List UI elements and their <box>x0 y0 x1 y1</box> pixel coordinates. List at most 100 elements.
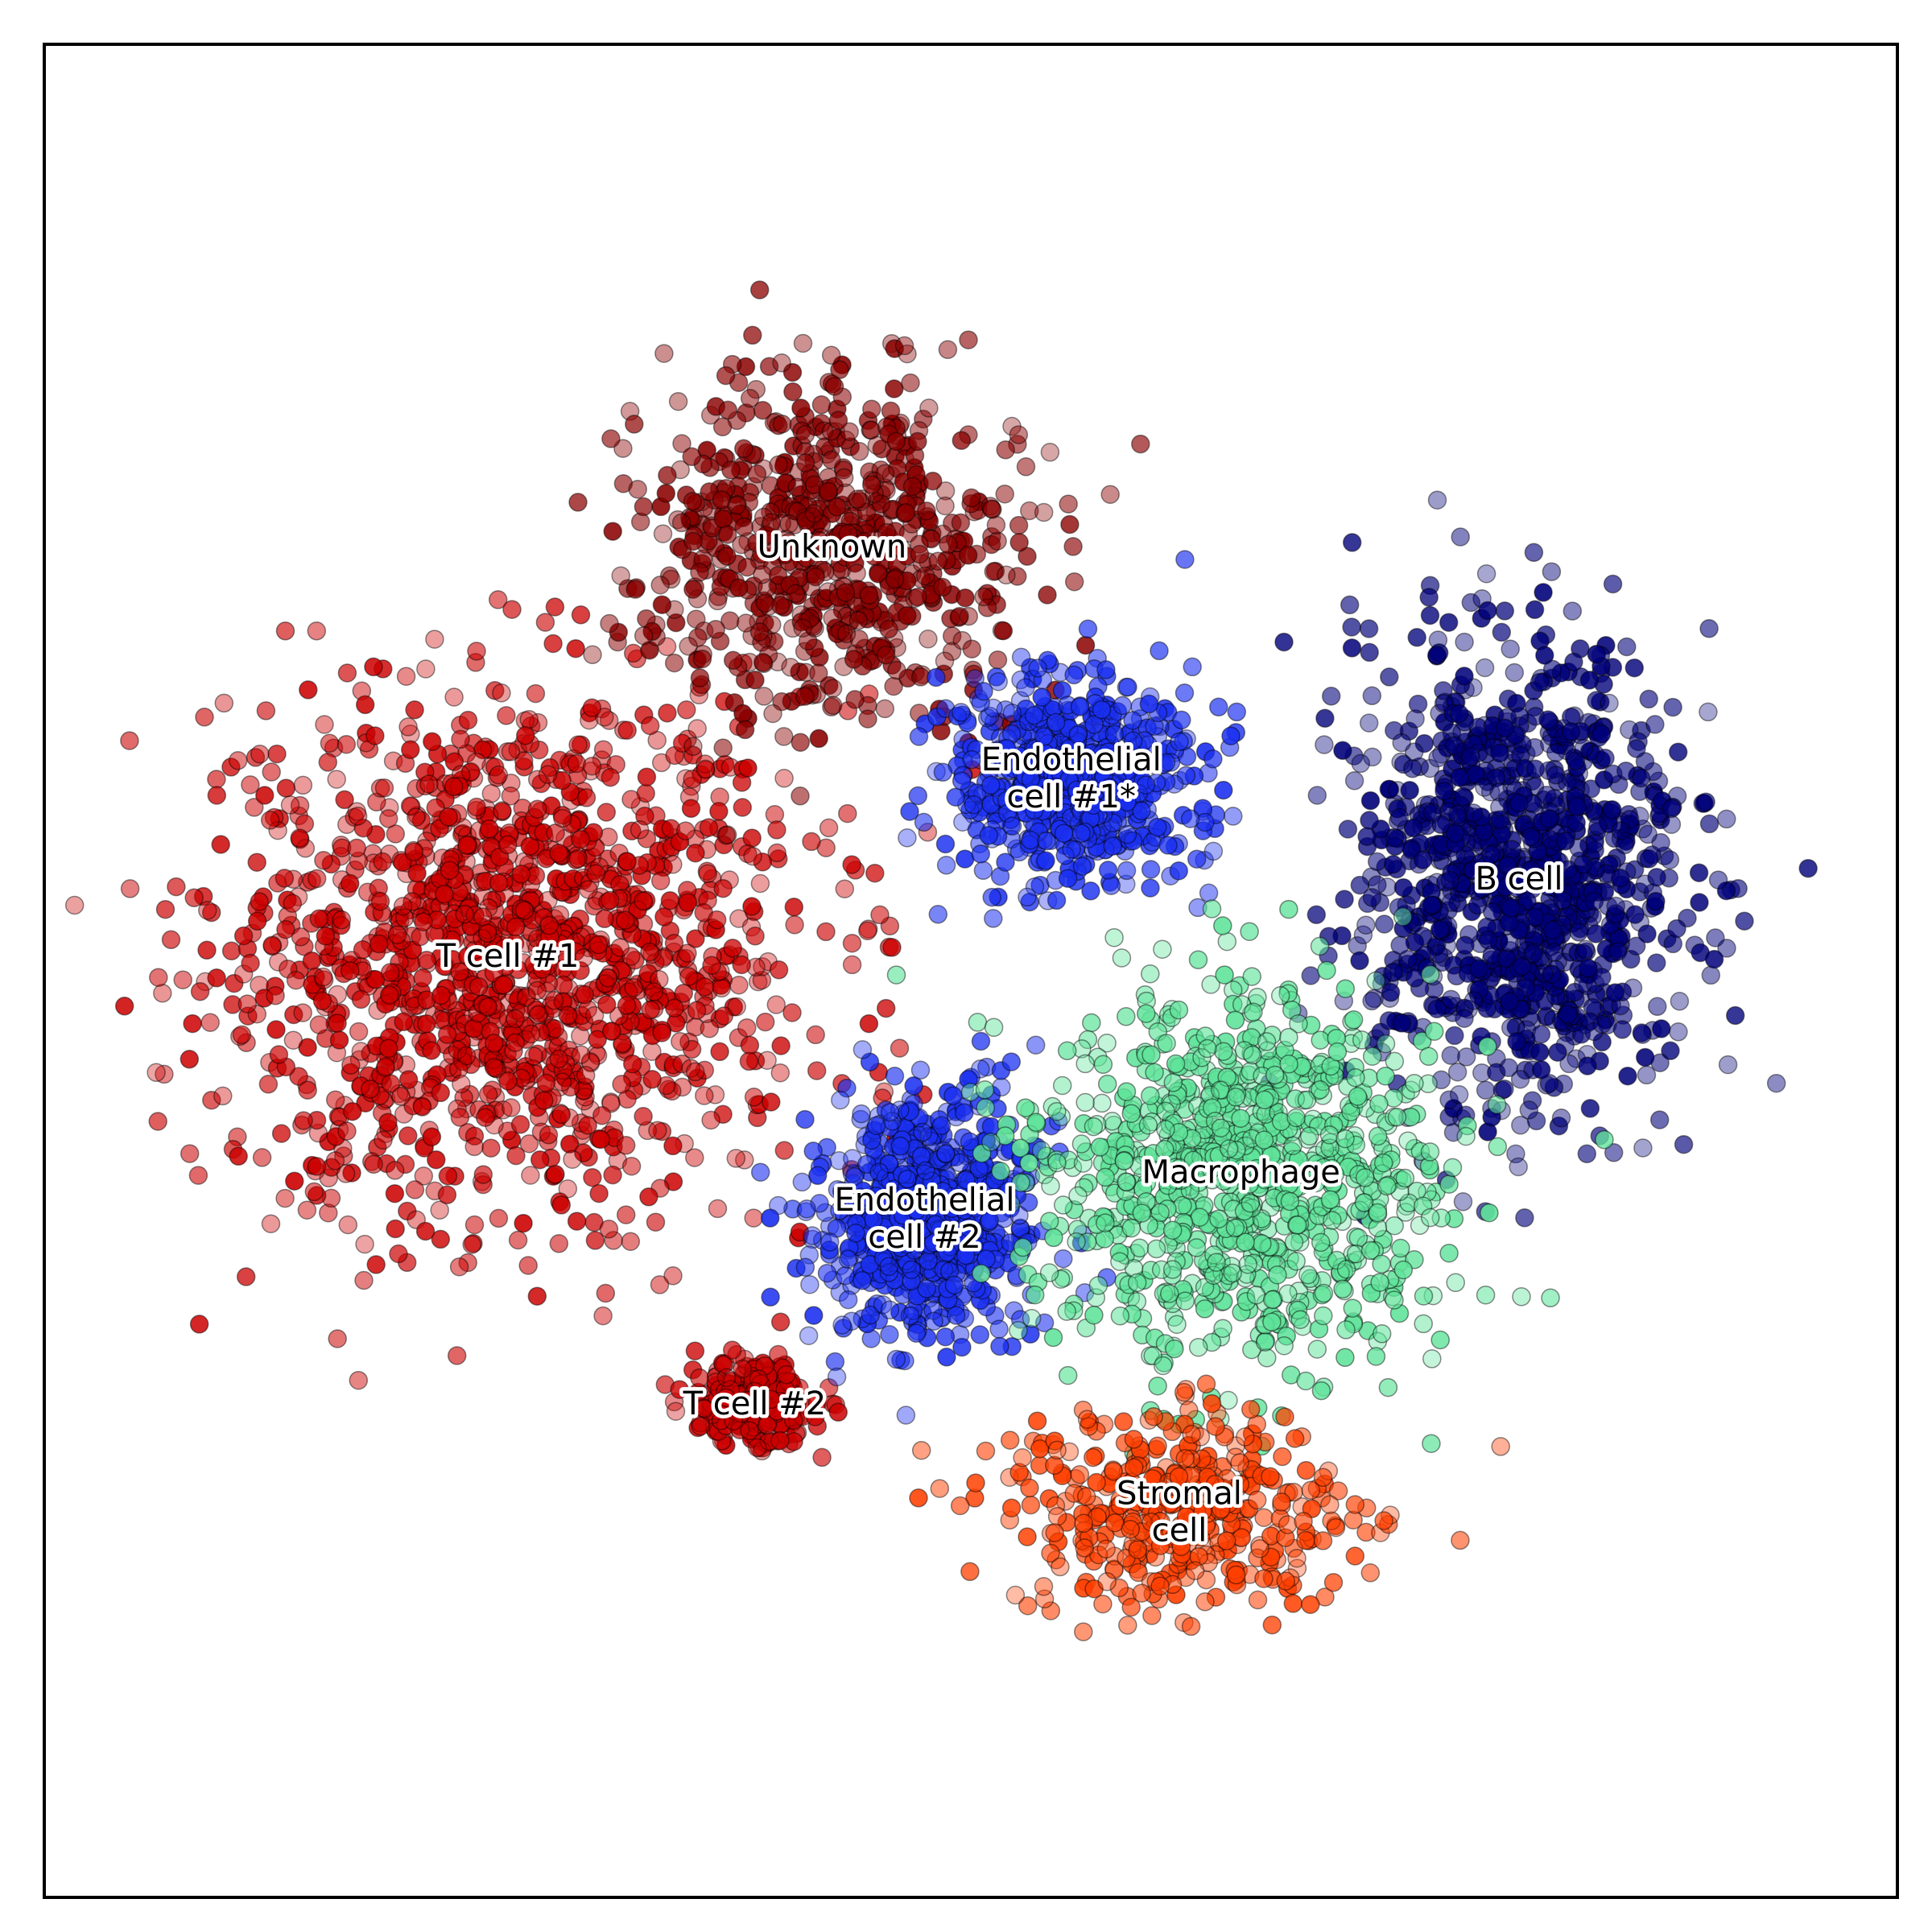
data-point <box>347 838 366 858</box>
data-point <box>1227 702 1247 722</box>
data-point <box>370 891 390 911</box>
data-point <box>1667 919 1686 939</box>
data-point <box>318 753 338 772</box>
data-point <box>803 1141 823 1161</box>
data-point <box>1002 704 1022 723</box>
data-point <box>683 492 703 511</box>
data-point <box>717 825 737 844</box>
data-point <box>695 977 715 997</box>
data-point <box>1587 644 1607 664</box>
data-point <box>696 759 716 779</box>
data-point <box>685 1341 705 1360</box>
data-point <box>214 693 234 713</box>
data-point <box>943 1086 963 1105</box>
data-point <box>559 1134 580 1154</box>
data-point <box>425 630 444 649</box>
data-point <box>1523 943 1543 964</box>
data-point <box>880 1300 900 1320</box>
data-point <box>501 742 521 762</box>
data-point <box>1183 657 1202 677</box>
data-point <box>585 1231 605 1250</box>
data-point <box>380 985 399 1005</box>
data-point <box>378 1038 398 1059</box>
data-point <box>527 980 547 1001</box>
data-point <box>180 1144 200 1163</box>
data-point <box>539 915 559 935</box>
data-point <box>664 933 684 953</box>
data-point <box>1123 711 1142 730</box>
data-point <box>576 788 597 807</box>
data-point <box>774 1141 795 1160</box>
data-point <box>740 1035 760 1055</box>
data-point <box>935 834 956 854</box>
data-point <box>1662 815 1682 834</box>
data-point <box>847 564 866 583</box>
data-point <box>792 1172 812 1192</box>
data-point <box>890 1038 910 1058</box>
data-point <box>1420 605 1440 625</box>
data-point <box>307 621 327 641</box>
data-point <box>1561 722 1581 741</box>
data-point <box>1542 920 1563 940</box>
data-point <box>842 855 861 874</box>
data-point <box>744 1088 764 1107</box>
data-point <box>422 1041 441 1060</box>
data-point <box>772 353 791 373</box>
data-point <box>1456 1047 1476 1067</box>
data-point <box>1009 533 1029 552</box>
data-point <box>683 745 703 765</box>
data-point <box>247 911 267 931</box>
data-point <box>993 621 1013 641</box>
data-point <box>1356 915 1376 935</box>
data-point <box>183 1013 202 1034</box>
data-point <box>726 1149 746 1168</box>
data-point <box>658 465 677 485</box>
data-point <box>213 1086 233 1106</box>
data-point <box>913 1122 932 1142</box>
data-point <box>733 1359 752 1379</box>
data-point <box>299 680 318 700</box>
data-point <box>524 1046 543 1066</box>
data-point <box>489 873 509 893</box>
data-point <box>567 1212 587 1231</box>
data-point <box>464 1019 484 1038</box>
data-point <box>791 733 811 752</box>
data-point <box>207 770 226 789</box>
data-point <box>935 651 955 671</box>
data-point <box>481 1138 501 1158</box>
data-point <box>412 1097 432 1117</box>
data-point <box>1335 890 1354 909</box>
data-point <box>962 749 981 770</box>
data-point <box>341 961 360 980</box>
data-point <box>1169 861 1189 881</box>
data-point <box>167 877 186 897</box>
data-point <box>1103 836 1122 856</box>
data-point <box>64 895 85 915</box>
data-point <box>749 622 770 642</box>
data-point <box>1478 931 1498 950</box>
data-point <box>997 565 1016 585</box>
data-point <box>364 657 383 677</box>
data-point <box>656 484 676 503</box>
data-point <box>1100 485 1120 504</box>
data-point <box>634 891 653 910</box>
data-point <box>734 439 753 459</box>
data-point <box>660 890 680 910</box>
data-point <box>761 1287 780 1307</box>
data-point <box>804 1306 824 1325</box>
data-point <box>1098 861 1118 880</box>
data-point <box>535 1091 554 1110</box>
data-point <box>849 442 869 461</box>
data-point <box>743 325 762 345</box>
data-point <box>1016 457 1036 477</box>
data-point <box>1209 697 1228 717</box>
data-point <box>807 1061 827 1080</box>
data-point <box>890 1137 910 1156</box>
data-point <box>275 621 295 641</box>
data-point <box>197 940 217 960</box>
data-point <box>1588 816 1608 836</box>
data-point <box>821 345 841 365</box>
data-point <box>988 531 1007 551</box>
data-point <box>791 786 810 806</box>
data-point <box>1674 1134 1694 1154</box>
